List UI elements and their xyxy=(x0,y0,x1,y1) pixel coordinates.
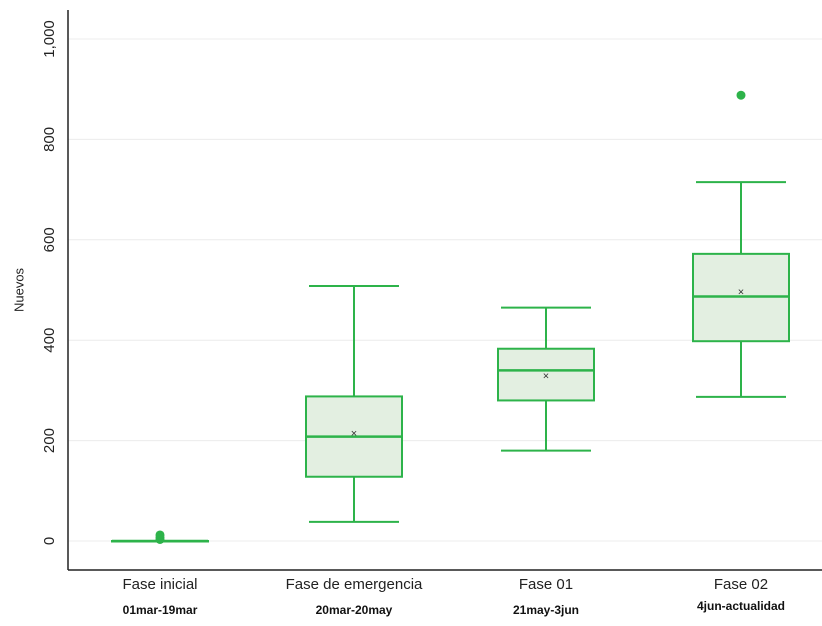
outlier-point xyxy=(155,530,165,540)
y-tick-label: 400 xyxy=(41,328,58,353)
category-label: Fase 01 xyxy=(519,576,573,593)
box-group: × xyxy=(692,90,790,398)
category-sublabel: 01mar-19mar xyxy=(123,603,198,617)
y-tick-label: 0 xyxy=(41,537,58,545)
category-label: Fase inicial xyxy=(122,576,197,593)
y-tick-label: 800 xyxy=(41,127,58,152)
mean-marker: × xyxy=(543,370,549,382)
labels: 0 200 400 600 800 1,000 Nuevos Fase inicial Fase… xyxy=(11,20,785,617)
y-axis-title: Nuevos xyxy=(11,267,26,312)
y-tick-label: 600 xyxy=(41,227,58,252)
axes xyxy=(67,10,822,571)
category-label: Fase 02 xyxy=(714,576,768,593)
mean-marker: × xyxy=(738,286,744,298)
category-sublabel: 21may-3jun xyxy=(513,603,579,617)
box-group: × xyxy=(111,530,209,547)
category-sublabel: 20mar-20may xyxy=(316,603,393,617)
box-iqr xyxy=(497,347,595,402)
box-group: × xyxy=(305,284,403,523)
outlier-point xyxy=(736,90,746,100)
boxes: × × × × xyxy=(111,90,790,547)
y-tick-label: 1,000 xyxy=(41,20,58,58)
category-sublabel: 4jun-actualidad xyxy=(697,599,785,613)
gridlines xyxy=(68,38,822,542)
y-tick-label: 200 xyxy=(41,428,58,453)
box-group: × xyxy=(497,306,595,452)
category-label: Fase de emergencia xyxy=(286,576,423,593)
mean-marker: × xyxy=(351,428,357,440)
